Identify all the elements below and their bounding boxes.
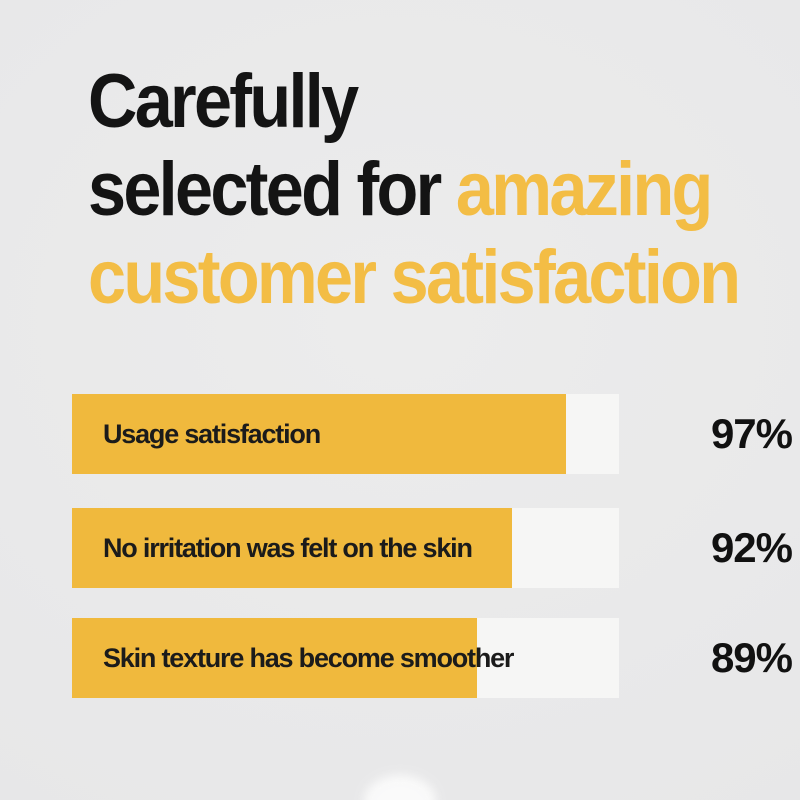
headline: Carefully selected for amazing customer sa…	[88, 58, 800, 322]
bar-value: 89%	[710, 634, 793, 681]
bar-fill	[72, 508, 512, 588]
headline-line3-accent: customer satisfaction	[88, 235, 741, 320]
bar-track: Skin texture has become smoother	[72, 618, 619, 698]
bar-row-skin-texture: Skin texture has become smoother 89%	[72, 618, 800, 698]
bar-value: 92%	[710, 524, 793, 571]
bar-fill	[72, 618, 477, 698]
bar-track: No irritation was felt on the skin	[72, 508, 619, 588]
bar-fill	[72, 394, 566, 474]
headline-line2-accent: amazing	[455, 147, 713, 232]
headline-line2-black: selected for	[88, 147, 456, 232]
headline-line1-black: Carefully	[88, 59, 359, 144]
bar-row-usage-satisfaction: Usage satisfaction 97%	[72, 394, 800, 474]
bar-value: 97%	[710, 410, 793, 457]
product-blur-blob	[364, 775, 436, 800]
bar-row-no-irritation: No irritation was felt on the skin 92%	[72, 508, 800, 588]
bar-label: No irritation was felt on the skin	[103, 532, 473, 563]
satisfaction-bar-chart: Usage satisfaction 97% No irritation was…	[72, 394, 800, 698]
bar-track: Usage satisfaction	[72, 394, 619, 474]
bar-label: Usage satisfaction	[103, 418, 321, 449]
bar-label: Skin texture has become smoother	[103, 642, 514, 673]
